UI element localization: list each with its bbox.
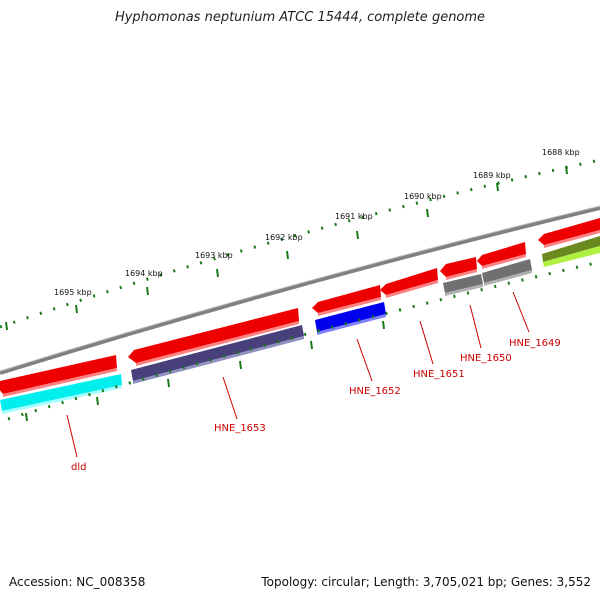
cyan-feature-shade (2, 385, 122, 414)
cds-feature-shade (386, 280, 438, 298)
lower-ruler-tick (25, 412, 28, 422)
cds-feature[interactable] (312, 285, 381, 313)
cds-feature-shade (3, 368, 117, 397)
gray-feature-shade (484, 270, 532, 286)
leader-line (222, 376, 238, 420)
gene-label: HNE_1652 (349, 386, 401, 397)
accession-text: Accession: NC_008358 (9, 575, 146, 589)
cds-feature-shade (482, 254, 526, 269)
kbp-label: 1691 kbp (335, 212, 373, 221)
ruler-major-tick (356, 230, 359, 240)
cds-feature-shade (544, 230, 600, 248)
gene-label: HNE_1651 (413, 369, 465, 380)
gray-feature[interactable] (443, 274, 483, 293)
cds-feature[interactable] (538, 218, 600, 245)
ruler-major-tick (5, 321, 8, 331)
cds-feature[interactable] (477, 242, 526, 266)
gene-label: dld (71, 462, 86, 473)
cds-feature[interactable] (380, 268, 438, 295)
genome-summary-text: Topology: circular; Length: 3,705,021 bp… (261, 575, 591, 589)
kbp-label: 1693 kbp (195, 251, 233, 260)
leader-line (469, 304, 482, 349)
cds-feature-shade (446, 269, 477, 280)
gene-leaders (66, 291, 530, 458)
ruler-major-tick (75, 304, 78, 314)
cds-feature[interactable] (128, 308, 299, 363)
cds-feature-shade (136, 321, 299, 366)
kbp-label: 1689 kbp (473, 171, 511, 180)
cds-feature-shade (318, 297, 381, 316)
genome-backbone (0, 206, 600, 375)
kbp-label: 1688 kbp (542, 148, 580, 157)
leader-line (512, 291, 530, 333)
lower-ruler-tick (382, 320, 385, 330)
gray-feature-shade (445, 284, 483, 296)
blue-feature[interactable] (315, 302, 386, 332)
lime-feature[interactable] (543, 246, 600, 267)
ruler-major-tick (216, 268, 219, 278)
cds-feature[interactable] (440, 257, 477, 277)
lower-ruler-tick (239, 360, 242, 370)
kbp-label: 1690 kbp (404, 192, 442, 201)
upper-ruler: 1688 kbp 1689 kbp 1690 kbp 1691 kbp 1692… (0, 148, 600, 331)
gene-label: HNE_1649 (509, 338, 561, 349)
lower-ruler-tick (310, 340, 313, 350)
cds-feature[interactable] (0, 355, 117, 394)
leader-line (356, 338, 373, 382)
genome-backbone-highlight (0, 205, 600, 372)
ruler-major-tick (565, 165, 568, 175)
kbp-label: 1692 kbp (265, 233, 303, 242)
cyan-feature[interactable] (0, 374, 122, 411)
lower-ruler-tick (96, 396, 99, 406)
leader-line (419, 320, 434, 365)
leader-line (66, 414, 78, 458)
kbp-label: 1694 kbp (125, 269, 163, 278)
gene-label: HNE_1653 (214, 423, 266, 434)
indigo-feature-shade (133, 336, 304, 384)
secondary-features (0, 236, 600, 414)
upper-ruler-dots (0, 158, 600, 329)
indigo-feature[interactable] (131, 325, 304, 381)
ruler-major-tick (426, 208, 429, 218)
ruler-major-tick (286, 250, 289, 260)
olive-feature[interactable] (542, 236, 600, 262)
lower-ruler-tick (167, 378, 170, 388)
ruler-major-tick (496, 182, 499, 192)
lower-ruler-dots (7, 260, 600, 421)
forward-strand-features (0, 218, 600, 397)
kbp-label: 1695 kbp (54, 288, 92, 297)
map-title: Hyphomonas neptunium ATCC 15444, complet… (114, 10, 486, 25)
blue-feature-shade (317, 314, 386, 335)
ruler-major-tick (146, 286, 149, 296)
gene-label: HNE_1650 (460, 353, 512, 364)
gray-feature[interactable] (482, 259, 532, 283)
lower-ruler (7, 260, 600, 422)
